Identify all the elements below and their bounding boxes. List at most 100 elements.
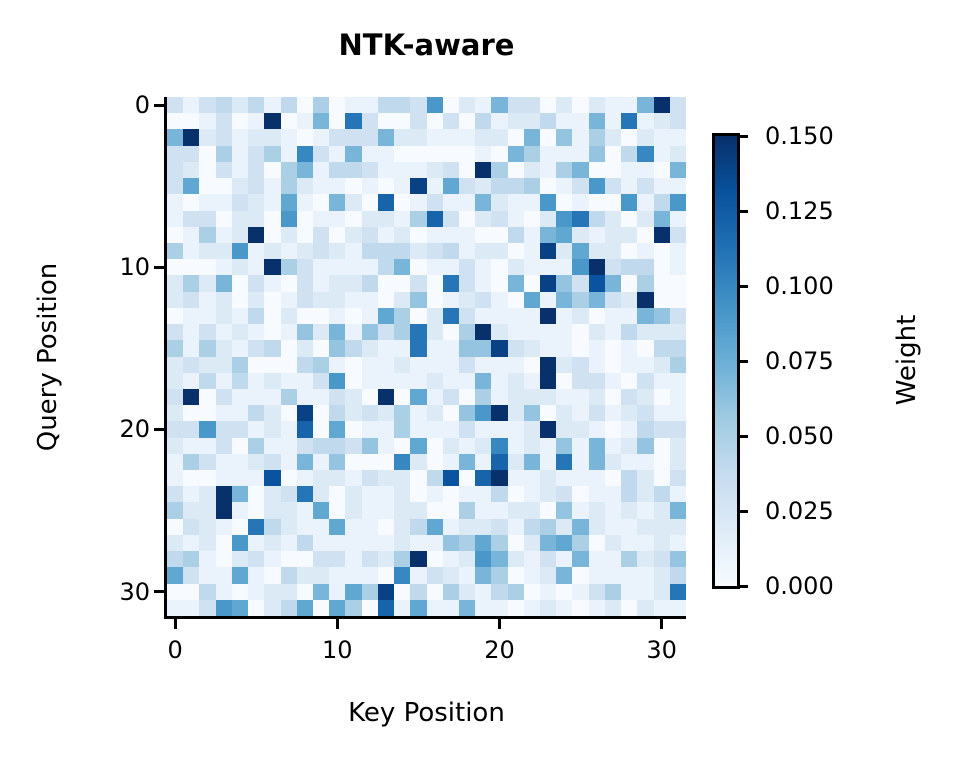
heatmap-cell: [215, 486, 232, 503]
heatmap-cell: [280, 583, 297, 600]
heatmap-cell: [442, 324, 459, 341]
heatmap-cell: [167, 307, 184, 325]
heatmap-cell: [410, 388, 427, 406]
heatmap-cell: [604, 178, 622, 195]
heatmap-cell: [669, 551, 686, 568]
heatmap-cell: [345, 534, 362, 552]
heatmap-cell: [377, 113, 395, 130]
heatmap-cell: [669, 145, 686, 162]
heatmap-cell: [442, 453, 459, 471]
heatmap-cell: [199, 518, 216, 535]
heatmap-cell: [183, 534, 200, 552]
heatmap-cell: [312, 291, 330, 308]
heatmap-cell: [523, 226, 541, 243]
heatmap-cell: [264, 226, 281, 243]
heatmap-cell: [167, 259, 184, 276]
heatmap-cell: [377, 129, 395, 146]
heatmap-cell: [248, 567, 265, 584]
heatmap-cell: [231, 275, 249, 292]
heatmap-cell: [507, 437, 524, 454]
heatmap-cell: [669, 470, 686, 487]
heatmap-cell: [426, 178, 443, 195]
heatmap-cell: [669, 226, 686, 243]
heatmap-cell: [475, 388, 492, 406]
heatmap-cell: [669, 178, 686, 195]
heatmap-cell: [394, 405, 411, 422]
heatmap-cell: [426, 486, 443, 503]
heatmap-cell: [280, 259, 297, 276]
heatmap-cell: [669, 259, 686, 276]
heatmap-cell: [248, 242, 265, 260]
heatmap-cell: [523, 502, 541, 519]
heatmap-cell: [653, 145, 670, 162]
heatmap-cell: [458, 405, 476, 422]
heatmap-cell: [572, 599, 589, 616]
heatmap-cell: [507, 210, 524, 227]
x-axis-title: Key Position: [348, 698, 505, 728]
heatmap-cell: [621, 486, 638, 503]
heatmap-cell: [604, 259, 622, 276]
heatmap-cell: [183, 178, 200, 195]
heatmap-cell: [264, 129, 281, 146]
heatmap-cell: [231, 502, 249, 519]
heatmap-cell: [604, 226, 622, 243]
heatmap-cell: [361, 599, 378, 616]
heatmap-cell: [637, 210, 654, 227]
heatmap-cell: [394, 551, 411, 568]
heatmap-cell: [264, 470, 281, 487]
heatmap-cell: [215, 210, 232, 227]
heatmap-cell: [572, 259, 589, 276]
heatmap-cell: [458, 275, 476, 292]
heatmap-cell: [345, 113, 362, 130]
heatmap-cell: [556, 388, 573, 406]
heatmap-cell: [231, 583, 249, 600]
heatmap-cell: [410, 275, 427, 292]
heatmap-cell: [426, 194, 443, 211]
heatmap-cell: [296, 113, 313, 130]
heatmap-cell: [653, 388, 670, 406]
heatmap-cell: [312, 502, 330, 519]
heatmap-cell: [653, 453, 670, 471]
heatmap-cell: [296, 307, 313, 325]
heatmap-cell: [394, 470, 411, 487]
heatmap-cell: [475, 97, 492, 114]
heatmap-cell: [637, 551, 654, 568]
heatmap-cell: [199, 470, 216, 487]
heatmap-cell: [199, 210, 216, 227]
heatmap-cell: [264, 551, 281, 568]
heatmap-cell: [248, 291, 265, 308]
heatmap-cell: [572, 307, 589, 325]
heatmap-cell: [540, 437, 557, 454]
heatmap-cell: [248, 372, 265, 389]
heatmap-cell: [248, 421, 265, 438]
heatmap-cell: [540, 502, 557, 519]
heatmap-cell: [410, 226, 427, 243]
heatmap-cell: [637, 242, 654, 260]
heatmap-cell: [442, 405, 459, 422]
heatmap-cell: [361, 97, 378, 114]
heatmap-cell: [280, 129, 297, 146]
heatmap-cell: [410, 307, 427, 325]
heatmap-cell: [183, 226, 200, 243]
heatmap-cell: [637, 502, 654, 519]
heatmap-cell: [167, 486, 184, 503]
heatmap-cell: [523, 421, 541, 438]
heatmap-cell: [426, 583, 443, 600]
heatmap-cell: [167, 388, 184, 406]
heatmap-cell: [329, 129, 346, 146]
heatmap-cell: [296, 226, 313, 243]
heatmap-cell: [377, 437, 395, 454]
heatmap-cell: [653, 178, 670, 195]
heatmap-cell: [458, 583, 476, 600]
heatmap-cell: [361, 388, 378, 406]
heatmap-cell: [345, 599, 362, 616]
heatmap-cell: [183, 242, 200, 260]
heatmap-cell: [669, 567, 686, 584]
heatmap-cell: [458, 145, 476, 162]
heatmap-cell: [377, 453, 395, 471]
heatmap-cell: [458, 470, 476, 487]
heatmap-cell: [523, 242, 541, 260]
heatmap-cell: [410, 97, 427, 114]
heatmap-cell: [637, 129, 654, 146]
heatmap-cell: [231, 210, 249, 227]
